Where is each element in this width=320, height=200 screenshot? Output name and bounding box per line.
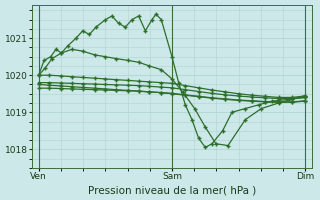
X-axis label: Pression niveau de la mer( hPa ): Pression niveau de la mer( hPa ) xyxy=(88,185,256,195)
